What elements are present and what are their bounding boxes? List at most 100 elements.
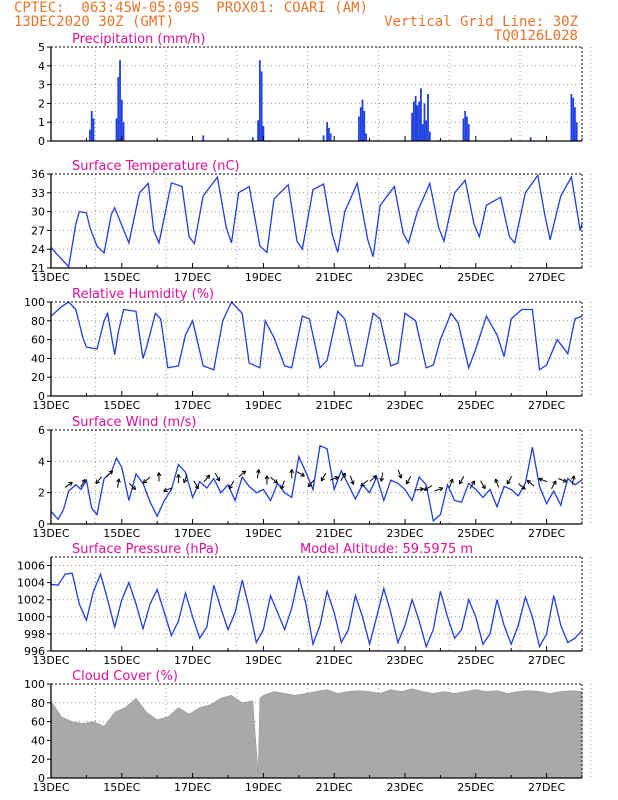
wind-vector	[405, 475, 412, 485]
y-tick-label: 27	[31, 224, 45, 237]
wind-vector	[329, 475, 339, 481]
wind-vector	[182, 474, 188, 484]
precip-bar	[572, 97, 575, 141]
precip-bar	[257, 120, 259, 141]
x-tick-labels-pres: 13DEC 15DEC 17DEC 19DEC 21DEC 23DEC 25DEC 27DEC	[32, 654, 565, 667]
panel-cloud: 0 20 40 60 80 100 13DEC 15DEC 17DEC 19DEC 21DEC 23D…	[24, 669, 592, 794]
wind-vector	[340, 472, 346, 482]
wind-vector	[95, 476, 103, 485]
x-ticks-temp	[50, 263, 583, 268]
precip-bar	[119, 60, 121, 141]
precip-bar	[425, 120, 428, 141]
wind-vectors	[64, 469, 576, 493]
x-tick-label: 27DEC	[528, 271, 565, 284]
x-tick-label: 21DEC	[316, 781, 353, 794]
x-tick-label: 13DEC	[32, 781, 69, 794]
precip-bar	[359, 107, 362, 141]
precip-bar	[361, 99, 364, 141]
wind-vector	[228, 480, 235, 490]
wind-series-line	[50, 444, 583, 523]
x-tick-label: 17DEC	[174, 781, 211, 794]
x-tick-label: 21DEC	[316, 654, 353, 667]
x-tick-label: 25DEC	[457, 271, 494, 284]
x-tick-labels-rh: 13DEC 15DEC 17DEC 19DEC 21DEC 23DEC 25DEC 27DEC	[32, 399, 565, 412]
precip-bar	[322, 135, 325, 141]
y-tick-labels-pres: 996 998 1000 1002 1004 1006	[17, 560, 51, 658]
precip-bar	[115, 118, 118, 141]
precip-bar	[418, 101, 421, 141]
wind-vector	[214, 472, 221, 482]
wind-vector	[128, 482, 137, 491]
x-ticks-rh	[50, 391, 583, 396]
wind-vector	[349, 475, 355, 485]
y-tick-label: 100	[24, 296, 45, 309]
precip-bar	[202, 135, 205, 141]
y-tick-labels-cloud: 0 20 40 60 80 100	[24, 678, 51, 785]
y-tick-label: 80	[31, 697, 45, 710]
precip-bar	[328, 127, 330, 141]
wind-vector	[434, 486, 444, 492]
y-tick-label: 20	[31, 753, 45, 766]
wind-vector	[469, 480, 476, 489]
x-tick-label: 21DEC	[316, 399, 353, 412]
precip-bars	[89, 60, 578, 141]
temp-series-line	[50, 173, 583, 269]
x-tick-label: 13DEC	[32, 399, 69, 412]
precip-bar	[462, 118, 465, 141]
y-tick-label: 1	[38, 116, 45, 129]
x-tick-label: 19DEC	[245, 271, 282, 284]
wind-vector	[550, 480, 557, 489]
wind-vector	[64, 481, 73, 488]
y-tick-label: 1002	[17, 594, 45, 607]
header-station: CPTEC: 063:45W-05:09S PROX01: COARI (AM)	[14, 0, 369, 16]
precip-bar	[260, 71, 263, 141]
wind-vector	[458, 475, 465, 485]
y-tick-label: 2	[38, 487, 45, 500]
precip-bar	[423, 103, 426, 141]
wind-vector	[518, 483, 526, 490]
y-tick-label: 0	[38, 135, 45, 148]
y-tick-labels-precip: 0 1 2 3 4 5	[38, 41, 51, 148]
gridlines-precip	[51, 47, 592, 141]
y-tick-label: 100	[24, 678, 45, 691]
x-tick-label: 17DEC	[174, 399, 211, 412]
wind-vector	[307, 479, 315, 488]
x-tick-label: 17DEC	[174, 527, 211, 540]
y-tick-label: 60	[31, 716, 45, 729]
x-tick-label: 19DEC	[245, 781, 282, 794]
y-tick-label: 3	[38, 79, 45, 92]
panel-pres: 996 998 1000 1002 1004 1006 13DEC 15DEC 17DEC 19D…	[17, 542, 592, 667]
precip-bar	[467, 124, 470, 141]
gridlines-rh	[51, 302, 592, 396]
precip-bar	[466, 116, 468, 141]
wind-vector	[414, 486, 424, 492]
wind-vector	[116, 478, 121, 488]
x-tick-label: 23DEC	[386, 527, 423, 540]
precip-bar	[363, 110, 366, 141]
precip-bar	[89, 129, 91, 141]
x-tick-label: 17DEC	[174, 271, 211, 284]
precip-bar	[421, 124, 424, 141]
precip-bar	[428, 131, 431, 141]
y-tick-label: 60	[31, 334, 45, 347]
gridlines-temp	[51, 174, 592, 268]
wind-vector	[379, 472, 385, 482]
precip-bar	[251, 137, 254, 141]
y-tick-label: 21	[31, 262, 45, 275]
precip-bar	[464, 110, 467, 141]
x-tick-labels-temp: 13DEC 15DEC 17DEC 19DEC 21DEC 23DEC 25DEC 27DEC	[32, 271, 565, 284]
wind-vector	[558, 478, 568, 483]
x-tick-label: 27DEC	[528, 399, 565, 412]
precip-bar	[575, 122, 578, 141]
x-ticks-wind	[50, 519, 583, 524]
precip-bar	[358, 116, 360, 141]
precip-bar	[365, 133, 367, 141]
wind-vector	[105, 470, 114, 478]
wind-vector	[289, 469, 295, 479]
x-tick-label: 15DEC	[103, 654, 140, 667]
x-tick-label: 25DEC	[457, 781, 494, 794]
x-tick-label: 27DEC	[528, 527, 565, 540]
precip-bar	[574, 107, 576, 141]
panel-title-precip: Precipitation (mm/h)	[72, 32, 205, 47]
rh-series-line	[50, 300, 583, 371]
